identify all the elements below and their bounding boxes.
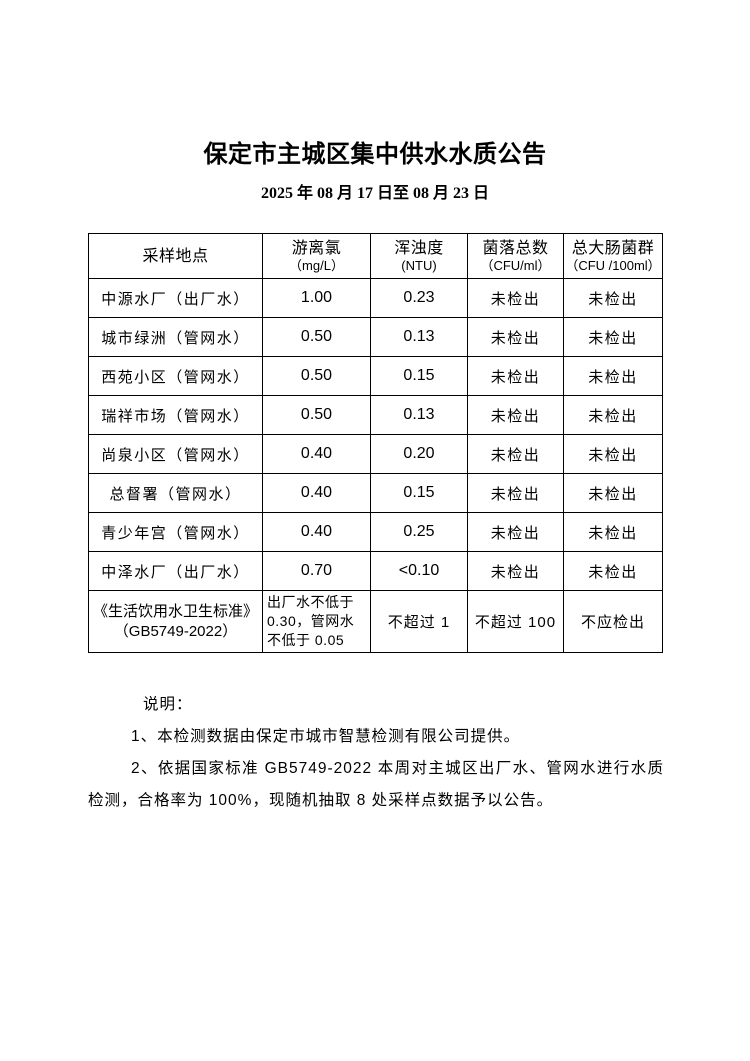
coliform-value-cell: 未检出 xyxy=(563,512,663,552)
colony-value-cell: 未检出 xyxy=(467,395,564,435)
turbidity-value-cell: 0.13 xyxy=(370,395,468,435)
header-turbidity: 浑浊度 (NTU) xyxy=(370,233,468,279)
header-unit: （CFU /100ml） xyxy=(565,257,661,273)
turbidity-value-cell: 0.15 xyxy=(370,356,468,396)
turbidity-value-cell: 0.13 xyxy=(370,317,468,357)
table-header-row: 采样地点 游离氯 （mg/L） 浑浊度 (NTU) 菌落总数 （CFU/ml） … xyxy=(88,233,663,279)
turbidity-value-cell: <0.10 xyxy=(370,551,468,591)
header-colony-count: 菌落总数 （CFU/ml） xyxy=(467,233,564,279)
standard-name: 《生活饮用水卫生标准》 xyxy=(92,603,258,620)
header-unit: （mg/L） xyxy=(289,257,344,273)
header-unit: (NTU) xyxy=(401,257,437,273)
chlorine-value-cell: 1.00 xyxy=(262,278,371,318)
coliform-value-cell: 未检出 xyxy=(563,356,663,396)
coliform-value-cell: 未检出 xyxy=(563,395,663,435)
chlorine-value-cell: 0.40 xyxy=(262,512,371,552)
coliform-value-cell: 未检出 xyxy=(563,551,663,591)
table-row: 总督署（管网水） 0.40 0.15 未检出 未检出 xyxy=(88,473,663,513)
chlorine-value-cell: 0.50 xyxy=(262,395,371,435)
chlorine-value-cell: 0.50 xyxy=(262,317,371,357)
table-row: 中泽水厂（出厂水） 0.70 <0.10 未检出 未检出 xyxy=(88,551,663,591)
table-row: 西苑小区（管网水） 0.50 0.15 未检出 未检出 xyxy=(88,356,663,396)
coliform-value-cell: 未检出 xyxy=(563,317,663,357)
table-row: 瑞祥市场（管网水） 0.50 0.13 未检出 未检出 xyxy=(88,395,663,435)
location-cell: 尚泉小区（管网水） xyxy=(88,434,263,474)
standard-code: （GB5749-2022） xyxy=(113,622,238,640)
header-total-coliform: 总大肠菌群 （CFU /100ml） xyxy=(563,233,663,279)
coliform-value-cell: 未检出 xyxy=(563,278,663,318)
location-cell: 瑞祥市场（管网水） xyxy=(88,395,263,435)
header-label: 浑浊度 xyxy=(394,239,444,257)
location-cell: 城市绿洲（管网水） xyxy=(88,317,263,357)
header-label: 采样地点 xyxy=(142,247,209,265)
table-row: 青少年宫（管网水） 0.40 0.25 未检出 未检出 xyxy=(88,512,663,552)
colony-value-cell: 未检出 xyxy=(467,317,564,357)
chlorine-value-cell: 0.70 xyxy=(262,551,371,591)
location-cell: 西苑小区（管网水） xyxy=(88,356,263,396)
colony-value-cell: 未检出 xyxy=(467,473,564,513)
note-item: 2、依据国家标准 GB5749-2022 本周对主城区出厂水、管网水进行水质检测… xyxy=(88,760,664,809)
header-label: 游离氯 xyxy=(291,239,342,257)
standard-colony-cell: 不超过 100 xyxy=(467,590,564,653)
table-row: 城市绿洲（管网水） 0.50 0.13 未检出 未检出 xyxy=(88,317,663,357)
turbidity-value-cell: 0.15 xyxy=(370,473,468,513)
page-title: 保定市主城区集中供水水质公告 xyxy=(203,141,547,168)
standard-chlorine-cell: 出厂水不低于 0.30，管网水不低于 0.05 xyxy=(262,590,371,653)
table-row: 尚泉小区（管网水） 0.40 0.20 未检出 未检出 xyxy=(88,434,663,474)
turbidity-value-cell: 0.25 xyxy=(370,512,468,552)
turbidity-value-cell: 0.23 xyxy=(370,278,468,318)
header-label: 菌落总数 xyxy=(482,239,549,257)
table-row: 中源水厂（出厂水） 1.00 0.23 未检出 未检出 xyxy=(88,278,663,318)
chlorine-value-cell: 0.40 xyxy=(262,473,371,513)
header-unit: （CFU/ml） xyxy=(480,257,551,273)
location-cell: 总督署（管网水） xyxy=(88,473,263,513)
colony-value-cell: 未检出 xyxy=(467,551,564,591)
water-quality-table: 采样地点 游离氯 （mg/L） 浑浊度 (NTU) 菌落总数 （CFU/ml） … xyxy=(88,233,663,653)
turbidity-value-cell: 0.20 xyxy=(370,434,468,474)
location-cell: 中源水厂（出厂水） xyxy=(88,278,263,318)
coliform-value-cell: 未检出 xyxy=(563,434,663,474)
standard-coliform-cell: 不应检出 xyxy=(563,590,663,653)
location-cell: 青少年宫（管网水） xyxy=(88,512,263,552)
colony-value-cell: 未检出 xyxy=(467,278,564,318)
colony-value-cell: 未检出 xyxy=(467,512,564,552)
colony-value-cell: 未检出 xyxy=(467,434,564,474)
header-sampling-location: 采样地点 xyxy=(88,233,263,279)
notes-heading: 说明： xyxy=(143,696,193,713)
standard-name-cell: 《生活饮用水卫生标准》 （GB5749-2022） xyxy=(88,590,263,653)
chlorine-value-cell: 0.50 xyxy=(262,356,371,396)
chlorine-value-cell: 0.40 xyxy=(262,434,371,474)
colony-value-cell: 未检出 xyxy=(467,356,564,396)
coliform-value-cell: 未检出 xyxy=(563,473,663,513)
header-free-chlorine: 游离氯 （mg/L） xyxy=(262,233,371,279)
standard-row: 《生活饮用水卫生标准》 （GB5749-2022） 出厂水不低于 0.30，管网… xyxy=(88,590,663,653)
notes-section: 说明： 1、本检测数据由保定市城市智慧检测有限公司提供。 2、依据国家标准 GB… xyxy=(88,689,664,817)
date-range: 2025 年 08 月 17 日至 08 月 23 日 xyxy=(260,185,489,202)
location-cell: 中泽水厂（出厂水） xyxy=(88,551,263,591)
note-item: 1、本检测数据由保定市城市智慧检测有限公司提供。 xyxy=(131,728,521,745)
standard-turbidity-cell: 不超过 1 xyxy=(370,590,468,653)
header-label: 总大肠菌群 xyxy=(571,239,655,257)
